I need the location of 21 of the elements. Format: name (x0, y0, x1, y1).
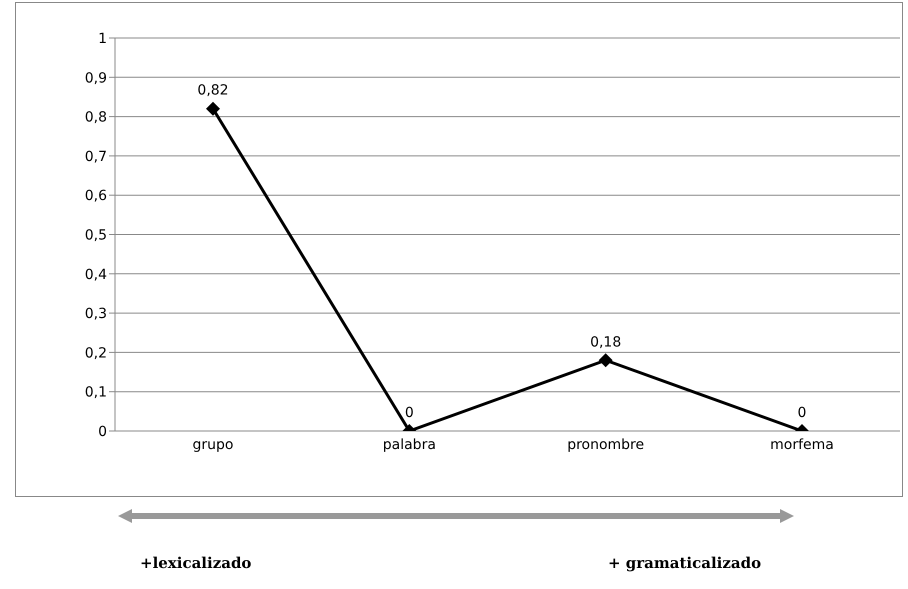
y-tick-label: 0,3 (84, 306, 107, 322)
data-label: 0,18 (590, 334, 622, 350)
y-tick-label: 0,1 (84, 384, 107, 401)
data-label: 0 (798, 405, 806, 421)
y-tick-label: 0,4 (84, 266, 108, 283)
y-tick-label: 0,7 (84, 148, 107, 165)
data-label: 0 (404, 405, 414, 421)
text: +lexicalizado (140, 554, 252, 572)
data-label: 0,82 (197, 82, 229, 99)
y-tick-label: 0,5 (84, 227, 107, 244)
y-tick-label: 0,2 (84, 345, 107, 362)
text: + gramaticalizado (608, 554, 762, 572)
x-tick-label: palabra (382, 436, 436, 453)
y-tick-label: 0,6 (84, 188, 108, 204)
x-tick-label: pronombre (567, 436, 644, 453)
y-tick-label: 0,8 (84, 110, 107, 126)
y-tick-label: 1 (98, 30, 107, 47)
x-tick-label: grupo (192, 436, 234, 453)
y-tick-label: 0,9 (84, 70, 107, 86)
y-tick-label: 0 (98, 424, 107, 440)
x-tick-label: morfema (770, 436, 834, 453)
